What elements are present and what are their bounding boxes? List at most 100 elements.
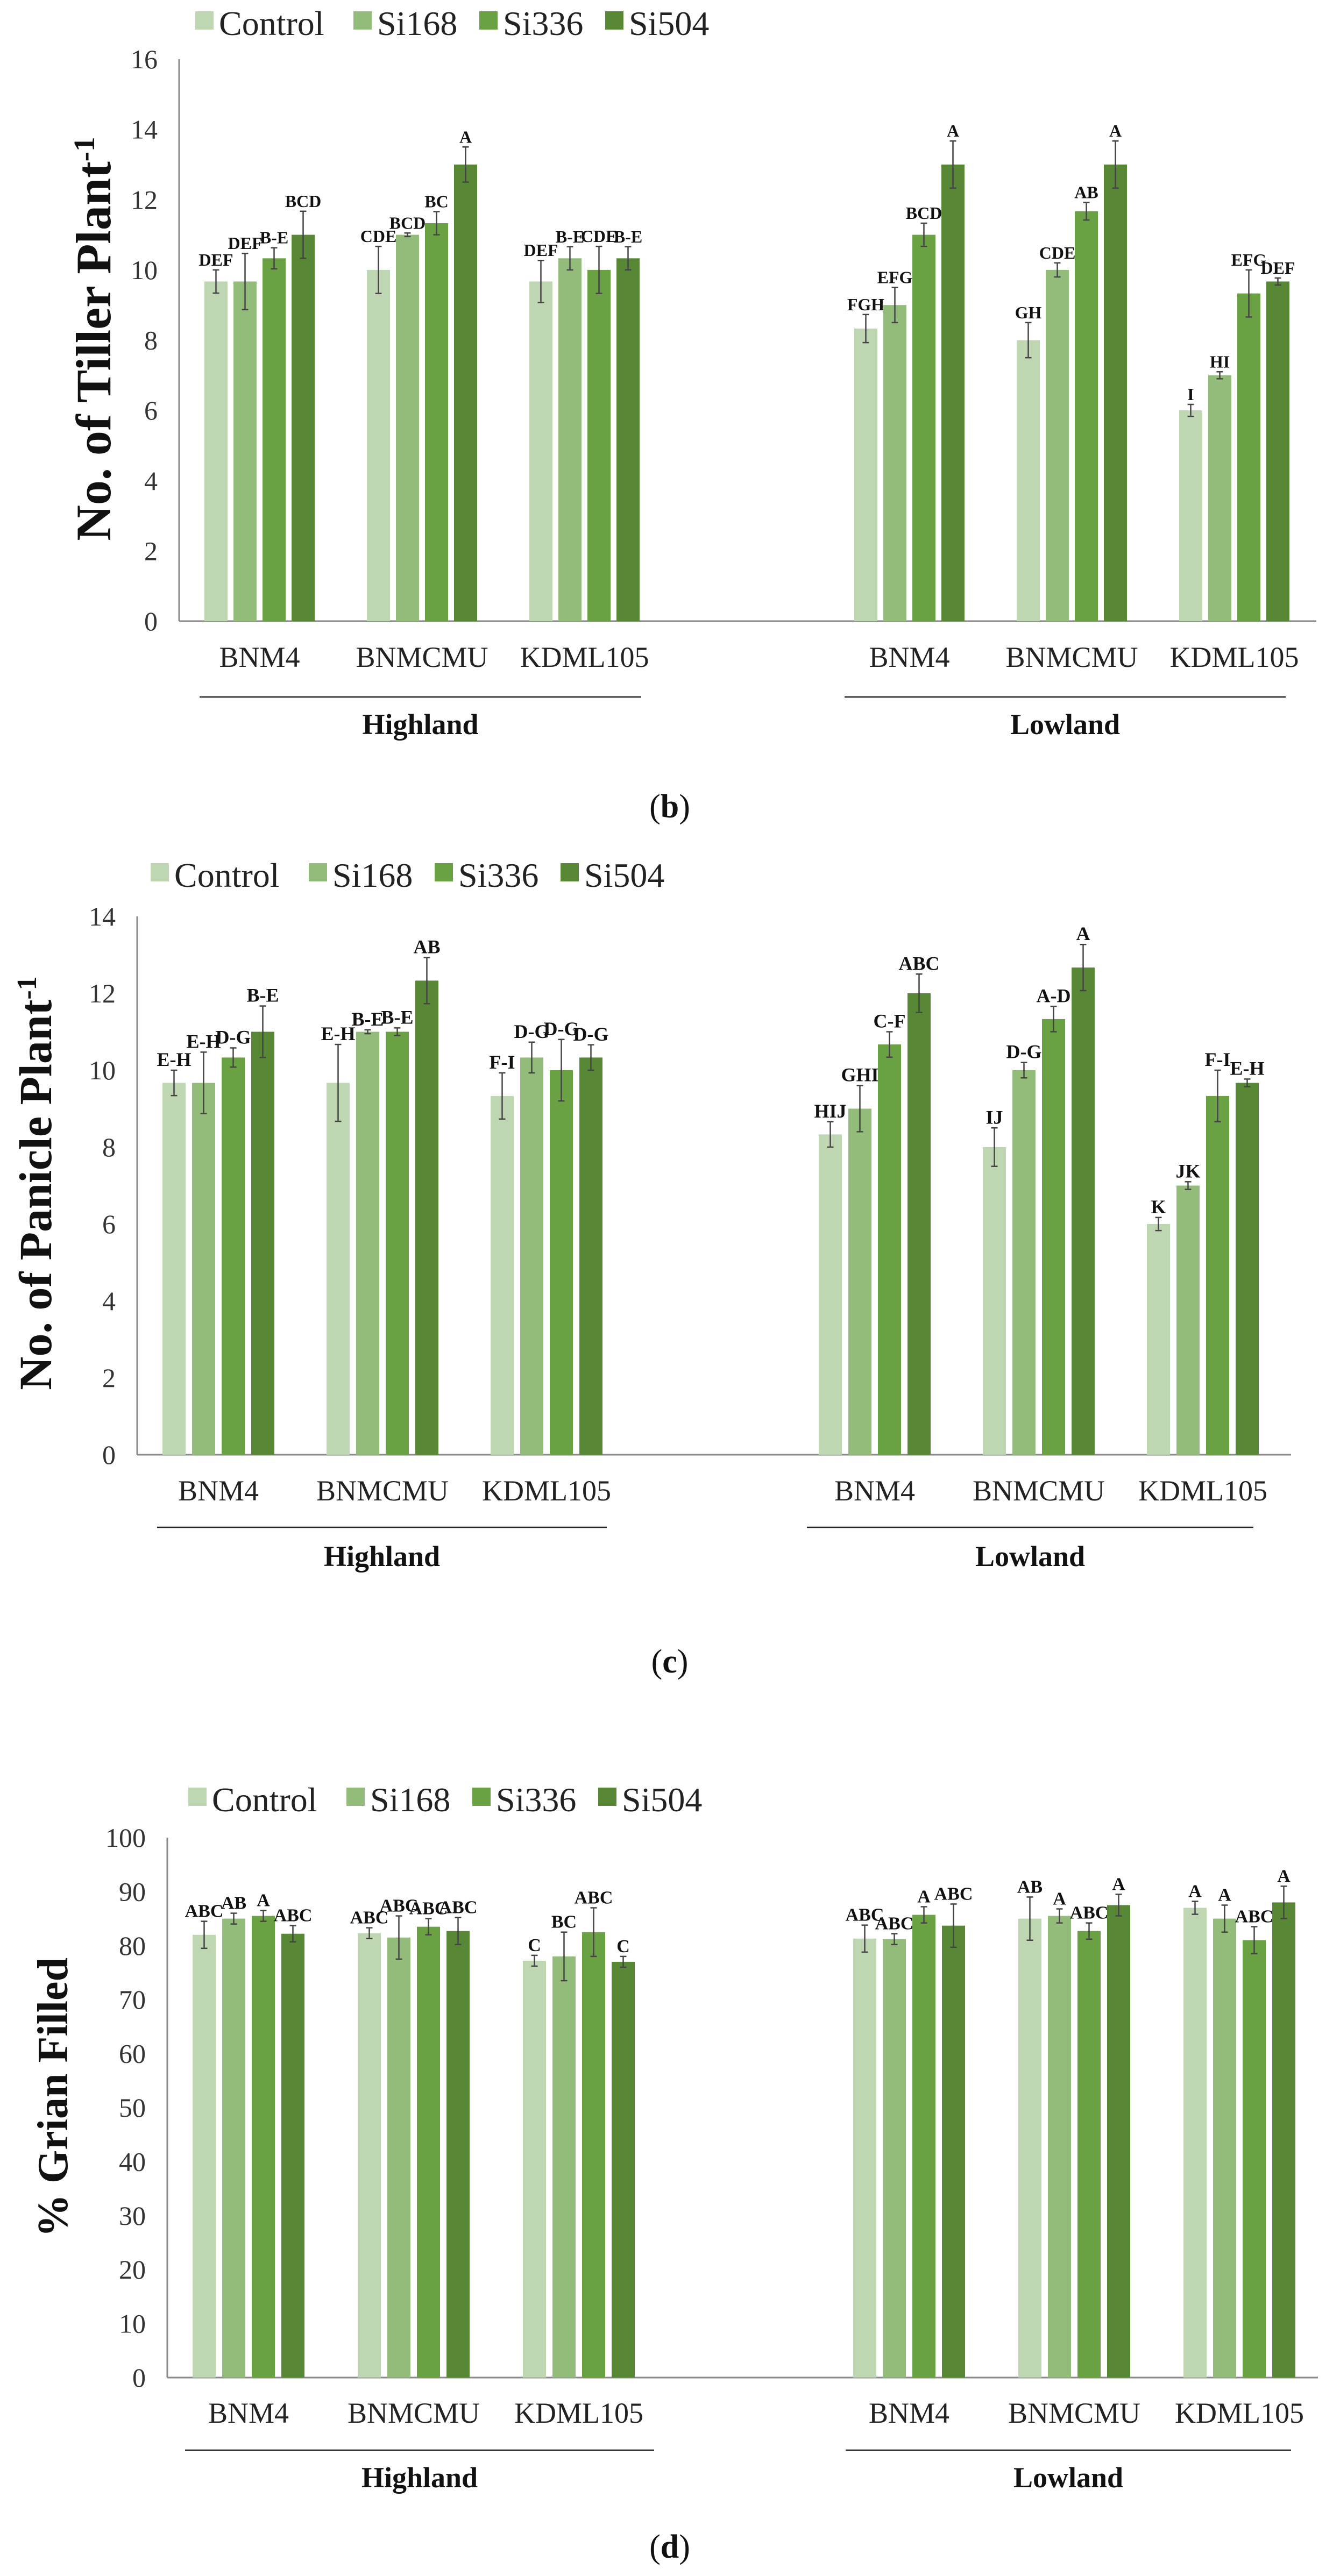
significance-label: B-E xyxy=(246,985,279,1006)
legend-label-control: Control xyxy=(174,856,280,894)
significance-label: ABC xyxy=(1235,1907,1274,1927)
category-label: BNM4 xyxy=(869,2397,949,2429)
significance-label: A xyxy=(1109,121,1122,140)
bar-si336 xyxy=(1077,1931,1101,2378)
significance-label: HIJ xyxy=(814,1100,846,1122)
legend-label-si336: Si336 xyxy=(503,4,583,42)
bar-si336 xyxy=(425,223,448,621)
bar-control xyxy=(854,328,877,621)
site-label-highland: Highland xyxy=(324,1540,440,1572)
bar-control xyxy=(491,1095,514,1455)
bar-control xyxy=(983,1147,1006,1455)
significance-label: ABC xyxy=(934,1884,973,1904)
bar-si504 xyxy=(1072,967,1095,1455)
significance-label: I xyxy=(1187,385,1194,404)
legend-swatch-si168 xyxy=(346,1788,365,1806)
significance-label: D-G xyxy=(544,1018,579,1040)
bar-si168 xyxy=(1213,1918,1236,2378)
category-label: KDML105 xyxy=(520,641,649,673)
significance-label: C xyxy=(616,1937,630,1956)
category-label: BNM4 xyxy=(208,2397,289,2429)
significance-label: AB xyxy=(1074,182,1098,202)
bar-control xyxy=(1179,410,1202,621)
bar-si168 xyxy=(387,1937,410,2378)
bar-control xyxy=(358,1933,381,2378)
legend-swatch-si504 xyxy=(561,863,579,881)
bar-si504 xyxy=(446,1931,470,2378)
significance-label: BC xyxy=(551,1912,577,1932)
y-tick-label: 80 xyxy=(119,1931,146,1961)
bar-control xyxy=(523,1960,546,2378)
legend-swatch-si168 xyxy=(309,863,327,881)
bar-si168 xyxy=(883,1939,906,2378)
bar-si168 xyxy=(558,258,582,621)
y-tick-label: 2 xyxy=(102,1363,116,1393)
significance-label: GHI xyxy=(841,1064,878,1086)
bar-si504 xyxy=(942,1925,965,2378)
category-label: BNM4 xyxy=(834,1475,915,1507)
significance-label: A xyxy=(947,121,959,140)
significance-label: ABC xyxy=(439,1898,478,1918)
significance-label: A xyxy=(1188,1881,1202,1901)
significance-label: AB xyxy=(1017,1877,1043,1897)
bar-control xyxy=(327,1083,350,1455)
significance-label: BCD xyxy=(285,191,322,211)
y-tick-label: 4 xyxy=(144,466,158,496)
legend-label-si504: Si504 xyxy=(629,4,709,42)
y-tick-label: 8 xyxy=(144,325,158,355)
y-tick-label: 50 xyxy=(119,2093,146,2123)
significance-label: ABC xyxy=(185,1902,224,1922)
significance-label: HI xyxy=(1210,352,1230,371)
significance-label: ABC xyxy=(1070,1903,1109,1923)
y-tick-label: 40 xyxy=(119,2146,146,2176)
y-tick-label: 0 xyxy=(102,1440,116,1470)
bar-si168 xyxy=(356,1031,379,1455)
bar-si504 xyxy=(1236,1083,1259,1455)
significance-label: A xyxy=(1112,1874,1125,1894)
chart-d: Control Si168 Si336 Si504 0 10 20 30 40 50 60 70 80 9… xyxy=(30,1781,1318,2565)
y-tick-label: 90 xyxy=(119,1876,146,1906)
bar-si168 xyxy=(192,1083,215,1455)
y-axis-title: No. of Tiller Plant-1 xyxy=(66,137,121,540)
significance-label: DEF xyxy=(199,250,233,269)
site-label-lowland: Lowland xyxy=(975,1540,1085,1572)
bar-si336 xyxy=(587,269,611,621)
significance-label: A-D xyxy=(1037,985,1071,1006)
bar-si504 xyxy=(281,1933,304,2378)
bar-si168 xyxy=(1048,1916,1071,2378)
significance-label: ABC xyxy=(380,1896,419,1916)
category-label: KDML105 xyxy=(482,1475,611,1507)
bar-si504 xyxy=(454,164,477,621)
bar-si168 xyxy=(1046,269,1069,621)
bar-si504 xyxy=(579,1057,602,1455)
bar-si336 xyxy=(386,1031,409,1455)
bar-si336 xyxy=(417,1926,440,2378)
bar-si336 xyxy=(1075,211,1098,622)
bar-control xyxy=(204,281,228,621)
y-tick-label: 8 xyxy=(102,1132,116,1162)
legend-label-si168: Si168 xyxy=(370,1781,450,1819)
y-tick-label: 2 xyxy=(144,536,158,566)
bar-control xyxy=(1018,1918,1041,2378)
legend-label-si504: Si504 xyxy=(584,856,664,894)
significance-label: A xyxy=(257,1891,270,1911)
legend-swatch-si168 xyxy=(353,11,372,30)
y-axis-title-superscript: -1 xyxy=(12,976,42,999)
caption-letter: c xyxy=(662,1643,677,1680)
y-tick-label: 10 xyxy=(119,2309,146,2339)
legend-label-control: Control xyxy=(212,1781,317,1819)
bar-si336 xyxy=(912,1915,935,2378)
legend: Control Si168 Si336 Si504 xyxy=(195,4,709,42)
bar-si504 xyxy=(415,980,438,1455)
significance-label: ABC xyxy=(274,1906,313,1926)
significance-label: B-E xyxy=(260,228,288,247)
bar-si168 xyxy=(883,305,906,621)
significance-label: E-H xyxy=(1230,1057,1264,1079)
bar-control xyxy=(819,1134,842,1455)
significance-label: C-F xyxy=(874,1011,906,1032)
significance-label: AB xyxy=(221,1894,246,1913)
category-label: KDML105 xyxy=(1175,2397,1304,2429)
significance-label: D-G xyxy=(514,1021,550,1042)
legend: Control Si168 Si336 Si504 xyxy=(151,856,664,894)
